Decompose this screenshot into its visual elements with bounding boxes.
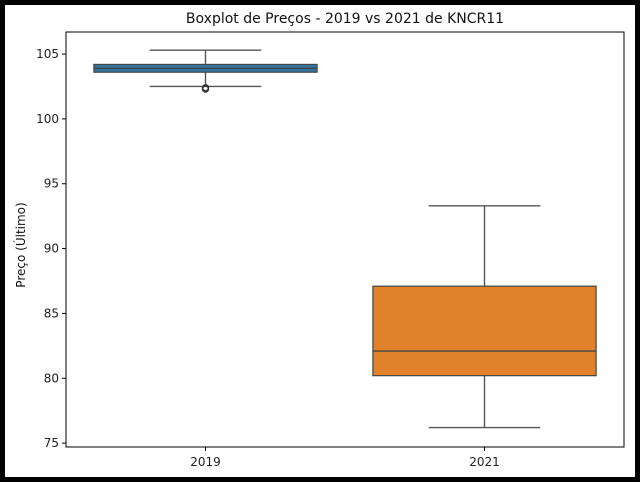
- y-tick-label-85: 85: [44, 306, 59, 320]
- chart-title: Boxplot de Preços - 2019 vs 2021 de KNCR…: [186, 11, 504, 27]
- y-tick-label-105: 105: [36, 47, 59, 61]
- plot-area: 75 80 85 90 95 100 105 2019 2021: [36, 31, 625, 469]
- plot-frame: [65, 31, 625, 448]
- x-tick-label-2021: 2021: [469, 455, 500, 469]
- y-tick-label-90: 90: [44, 242, 59, 256]
- outlier-point-2019-1: [201, 84, 210, 92]
- y-axis-label: Preço (Último): [13, 202, 28, 287]
- y-tick-label-100: 100: [36, 112, 59, 126]
- box-2021: [372, 285, 597, 377]
- y-tick-label-95: 95: [44, 177, 59, 191]
- figure-canvas: Boxplot de Preços - 2019 vs 2021 de KNCR…: [5, 5, 635, 477]
- y-tick-label-80: 80: [44, 371, 59, 385]
- y-tick-label-75: 75: [44, 436, 59, 450]
- x-tick-label-2019: 2019: [190, 455, 221, 469]
- boxplot-chart: Boxplot de Preços - 2019 vs 2021 de KNCR…: [13, 11, 625, 469]
